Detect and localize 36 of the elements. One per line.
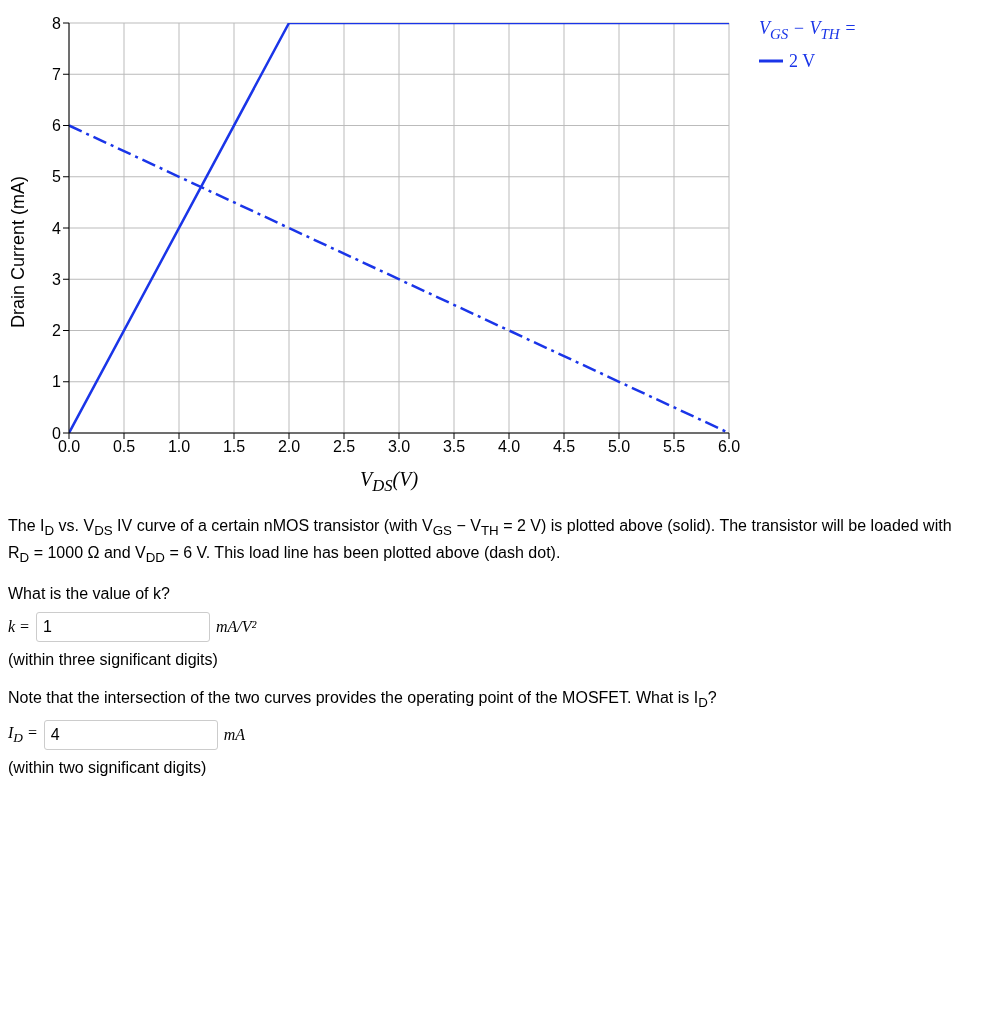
text: mA/V²: [215, 617, 257, 638]
x-tick-label: 0.0: [57, 438, 81, 456]
text: What is the value of k?: [8, 585, 170, 603]
text: (within two significant digits): [8, 758, 207, 776]
text-field: 4: [43, 719, 218, 750]
x-tick-label: 6.0: [717, 438, 741, 456]
x-tick-label: 2.5: [332, 438, 356, 456]
y-tick-label: 3: [52, 270, 62, 288]
x-tick-label: 1.5: [222, 438, 246, 456]
text-field: 1: [35, 612, 210, 643]
text: Note that the intersection of the two curves provides the operating point of the MOSFET. What is I$_{D}$?: [8, 689, 717, 711]
x-tick-label: 2.0: [277, 438, 301, 456]
x-tick-label: 0.5: [112, 438, 136, 456]
text: k =: [8, 617, 30, 638]
text: mA: [223, 724, 246, 745]
legend-label: 2 V: [789, 50, 816, 72]
text: I$_{D}$ =: [8, 722, 38, 748]
x-tick-label: 5.0: [607, 438, 631, 456]
x-tick-label: 4.0: [497, 438, 521, 456]
x-tick-label: 5.5: [662, 438, 686, 456]
x-tick-label: 1.0: [167, 438, 191, 456]
x-axis-title: V$_{DS}$(V): [359, 468, 419, 495]
y-tick-label: 4: [52, 219, 62, 237]
text: (within three significant digits): [8, 651, 218, 669]
x-tick-label: 3.0: [387, 438, 411, 456]
x-tick-label: 3.5: [442, 438, 466, 456]
legend-title: V$_{GS}$ − V$_{TH}$ =: [759, 18, 857, 42]
y-tick-label: 1: [52, 373, 62, 391]
y-tick-label: 2: [52, 322, 62, 340]
y-tick-label: 7: [52, 65, 62, 83]
y-tick-label: 8: [52, 14, 62, 32]
y-axis-title: Drain Current (mA): [8, 175, 28, 329]
y-tick-label: 6: [52, 117, 62, 135]
x-tick-label: 4.5: [552, 438, 576, 456]
text: The I$_{D}$ vs. V$_{DS}$ IV curve of a certain nMOS transistor (with V$_{GS}$ − V$_{TH}$ = 2 V) is plotted above (solid). The transistor will be loaded with R$_{D}$ = 1000 Ω and V$_{DD}$ = 6 V. This load line has been plotted above (dash dot).: [8, 517, 952, 566]
y-tick-label: 5: [52, 168, 62, 186]
